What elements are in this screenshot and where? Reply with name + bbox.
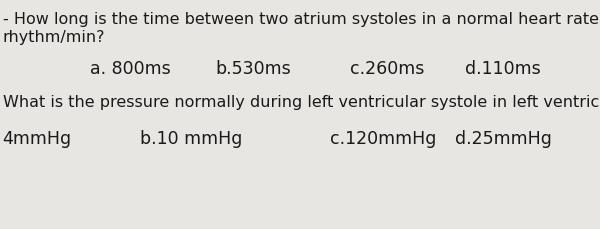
Text: What is the pressure normally during left ventricular systole in left ventricle?: What is the pressure normally during lef… xyxy=(3,95,600,109)
Text: d.110ms: d.110ms xyxy=(465,60,541,78)
Text: 4mmHg: 4mmHg xyxy=(2,129,71,147)
Text: - How long is the time between two atrium systoles in a normal heart rate of 75: - How long is the time between two atriu… xyxy=(3,12,600,27)
Text: a. 800ms: a. 800ms xyxy=(90,60,171,78)
Text: c.260ms: c.260ms xyxy=(350,60,424,78)
Text: c.120mmHg: c.120mmHg xyxy=(330,129,436,147)
Text: b.530ms: b.530ms xyxy=(215,60,291,78)
Text: d.25mmHg: d.25mmHg xyxy=(455,129,552,147)
Text: rhythm/min?: rhythm/min? xyxy=(3,30,106,45)
Text: b.10 mmHg: b.10 mmHg xyxy=(140,129,242,147)
